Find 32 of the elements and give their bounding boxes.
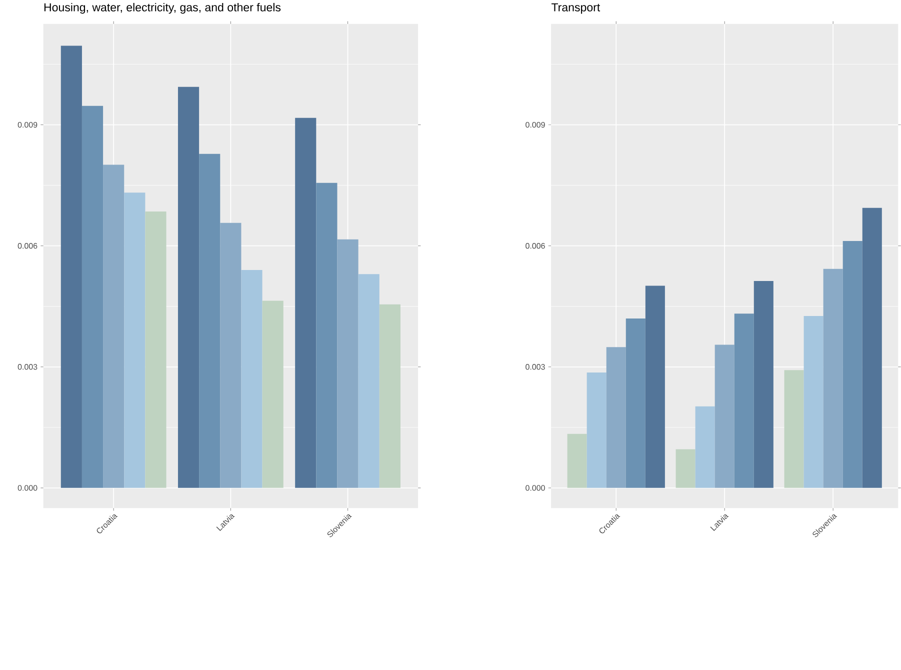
bar (754, 281, 774, 488)
bar (586, 372, 606, 488)
bar (60, 46, 82, 488)
bar (567, 434, 587, 488)
bar (241, 270, 262, 488)
bar (337, 240, 358, 488)
chart-title: Housing, water, electricity, gas, and other fuels (44, 3, 281, 14)
bar (842, 241, 862, 488)
bar (262, 300, 284, 488)
bar (714, 344, 734, 488)
bar (124, 192, 146, 488)
bar (862, 208, 882, 488)
bar (804, 316, 824, 488)
bar (626, 318, 646, 488)
bar (784, 370, 804, 488)
bar (295, 118, 316, 488)
bar (358, 274, 380, 488)
bar (676, 449, 696, 488)
bar (606, 347, 626, 488)
bar (734, 314, 754, 488)
bar (82, 106, 104, 488)
bar (645, 286, 665, 488)
bar (695, 406, 715, 488)
bar (178, 87, 200, 488)
bar (220, 223, 242, 488)
bar (823, 269, 843, 488)
bar (103, 164, 124, 488)
bar (145, 212, 166, 488)
chart-title: Transport (551, 4, 600, 14)
bar (379, 304, 400, 488)
bar (316, 183, 338, 488)
bar (199, 154, 220, 488)
